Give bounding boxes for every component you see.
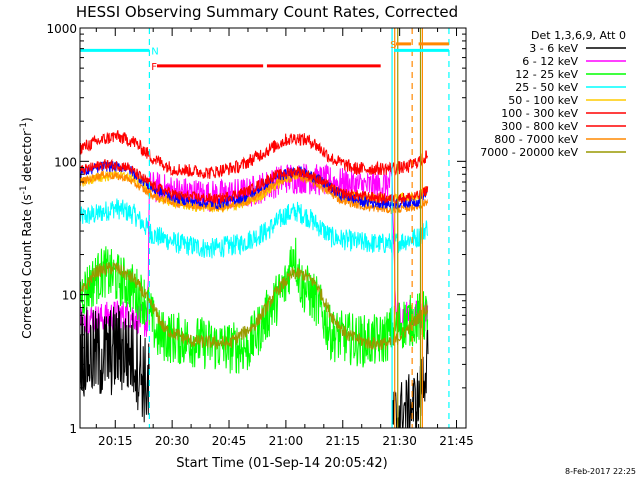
legend-label: 800 - 7000 keV xyxy=(494,133,578,146)
legend-label: 300 - 800 keV xyxy=(501,120,578,133)
legend-label: 25 - 50 keV xyxy=(515,81,578,94)
x-tick-label: 21:00 xyxy=(269,434,304,448)
y-axis-label: Corrected Count Rate (s-1 detector-1) xyxy=(19,117,34,338)
legend-title: Det 1,3,6,9, Att 0 xyxy=(531,29,626,42)
legend-label: 7000 - 20000 keV xyxy=(480,146,578,159)
flag-label: F xyxy=(151,62,157,73)
series-line xyxy=(79,262,429,351)
x-tick-label: 21:15 xyxy=(325,434,360,448)
y-tick-label: 1000 xyxy=(46,22,77,36)
x-axis: 20:15 20:30 20:45 21:00 21:15 21:30 21:45 xyxy=(95,28,474,448)
x-axis-label: Start Time (01-Sep-14 20:05:42) xyxy=(176,456,387,471)
legend-label: 6 - 12 keV xyxy=(522,55,578,68)
series-layer xyxy=(79,130,429,429)
x-tick-label: 20:45 xyxy=(212,434,247,448)
y-label-mid: detector xyxy=(20,131,34,186)
y-label-sup2: -1 xyxy=(19,122,29,131)
date-stamp: 8-Feb-2017 22:25 xyxy=(565,467,636,476)
y-axis: 1 10 100 1000 xyxy=(46,22,466,436)
series-line xyxy=(79,158,429,205)
flag-label: S xyxy=(390,40,396,51)
y-tick-label: 1 xyxy=(69,422,77,436)
x-tick-label: 20:30 xyxy=(155,434,190,448)
series-line xyxy=(79,170,429,215)
series-line xyxy=(79,237,429,374)
x-tick-label: 21:45 xyxy=(439,434,474,448)
flag-label: N xyxy=(151,46,158,57)
x-tick-label: 21:30 xyxy=(382,434,417,448)
y-label-sup1: -1 xyxy=(19,185,29,194)
legend-label: 50 - 100 keV xyxy=(508,94,578,107)
x-tick-label: 20:15 xyxy=(98,434,133,448)
plot-frame xyxy=(79,27,467,429)
y-tick-label: 100 xyxy=(54,155,77,169)
legend-label: 12 - 25 keV xyxy=(515,68,578,81)
annotation-layer: NF S xyxy=(80,28,450,428)
series-line xyxy=(79,305,150,423)
y-label-main: Corrected Count Rate (s xyxy=(20,194,34,338)
series-line xyxy=(79,198,429,259)
series-line xyxy=(79,163,429,337)
chart-title: HESSI Observing Summary Count Rates, Cor… xyxy=(76,3,458,21)
legend-label: 3 - 6 keV xyxy=(529,42,578,55)
series-line xyxy=(79,130,429,179)
y-label-end: ) xyxy=(20,117,34,122)
legend-label: 100 - 300 keV xyxy=(501,107,578,120)
y-tick-label: 10 xyxy=(62,289,77,303)
